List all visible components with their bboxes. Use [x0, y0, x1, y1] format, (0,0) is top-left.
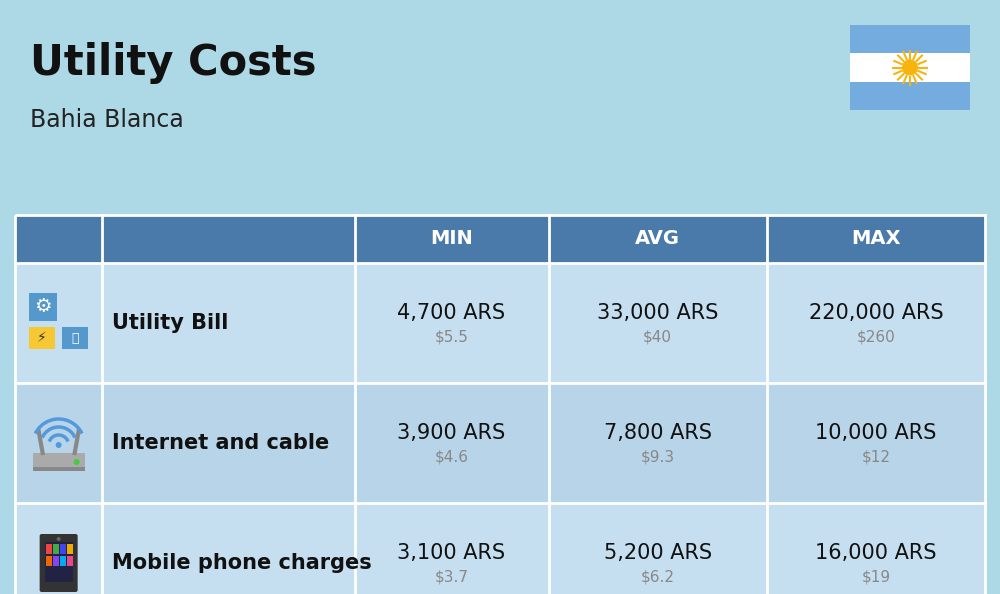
Bar	[15, 263, 985, 383]
Bar	[29, 293, 57, 321]
Bar	[850, 81, 970, 110]
FancyBboxPatch shape	[40, 534, 78, 592]
Text: 3,900 ARS: 3,900 ARS	[397, 423, 506, 443]
Text: Bahia Blanca: Bahia Blanca	[30, 108, 184, 132]
Text: 4,700 ARS: 4,700 ARS	[397, 303, 506, 323]
Circle shape	[57, 537, 61, 541]
Bar	[46, 544, 52, 554]
Text: Mobile phone charges: Mobile phone charges	[112, 553, 372, 573]
Bar	[15, 503, 985, 594]
Text: 16,000 ARS: 16,000 ARS	[815, 543, 937, 563]
Text: $6.2: $6.2	[641, 570, 675, 584]
Bar	[67, 544, 73, 554]
Bar	[15, 383, 985, 503]
Bar	[60, 544, 66, 554]
Bar	[15, 215, 985, 594]
Text: AVG: AVG	[635, 229, 680, 248]
Text: MIN: MIN	[430, 229, 473, 248]
Text: Utility Bill: Utility Bill	[112, 313, 229, 333]
Text: ⚡: ⚡	[37, 331, 47, 345]
Bar	[33, 453, 85, 471]
Text: $12: $12	[861, 450, 890, 465]
Text: $5.5: $5.5	[435, 330, 468, 345]
Text: $4.6: $4.6	[434, 450, 468, 465]
Bar	[67, 556, 73, 566]
Bar	[15, 215, 985, 263]
Text: 7,800 ARS: 7,800 ARS	[604, 423, 712, 443]
Circle shape	[56, 442, 62, 448]
Bar	[33, 467, 85, 471]
Text: $9.3: $9.3	[641, 450, 675, 465]
Circle shape	[74, 459, 80, 465]
Text: 33,000 ARS: 33,000 ARS	[597, 303, 718, 323]
Bar	[29, 327, 55, 349]
Bar	[850, 53, 970, 81]
Bar	[15, 215, 354, 263]
Text: 5,200 ARS: 5,200 ARS	[604, 543, 712, 563]
Text: Utility Costs: Utility Costs	[30, 42, 316, 84]
Text: MAX: MAX	[851, 229, 901, 248]
Bar	[850, 25, 970, 53]
Bar	[45, 542, 73, 582]
Text: 3,100 ARS: 3,100 ARS	[397, 543, 506, 563]
Text: $260: $260	[856, 330, 895, 345]
Text: Internet and cable: Internet and cable	[112, 433, 330, 453]
Text: 💧: 💧	[71, 331, 78, 345]
Text: 220,000 ARS: 220,000 ARS	[809, 303, 943, 323]
Bar	[46, 556, 52, 566]
Text: $3.7: $3.7	[434, 570, 468, 584]
Bar	[60, 556, 66, 566]
Bar	[53, 544, 59, 554]
Bar	[53, 556, 59, 566]
Bar	[62, 327, 88, 349]
Circle shape	[902, 59, 918, 75]
Text: 10,000 ARS: 10,000 ARS	[815, 423, 937, 443]
Text: $19: $19	[861, 570, 890, 584]
Text: ⚙: ⚙	[34, 298, 51, 317]
Text: $40: $40	[643, 330, 672, 345]
